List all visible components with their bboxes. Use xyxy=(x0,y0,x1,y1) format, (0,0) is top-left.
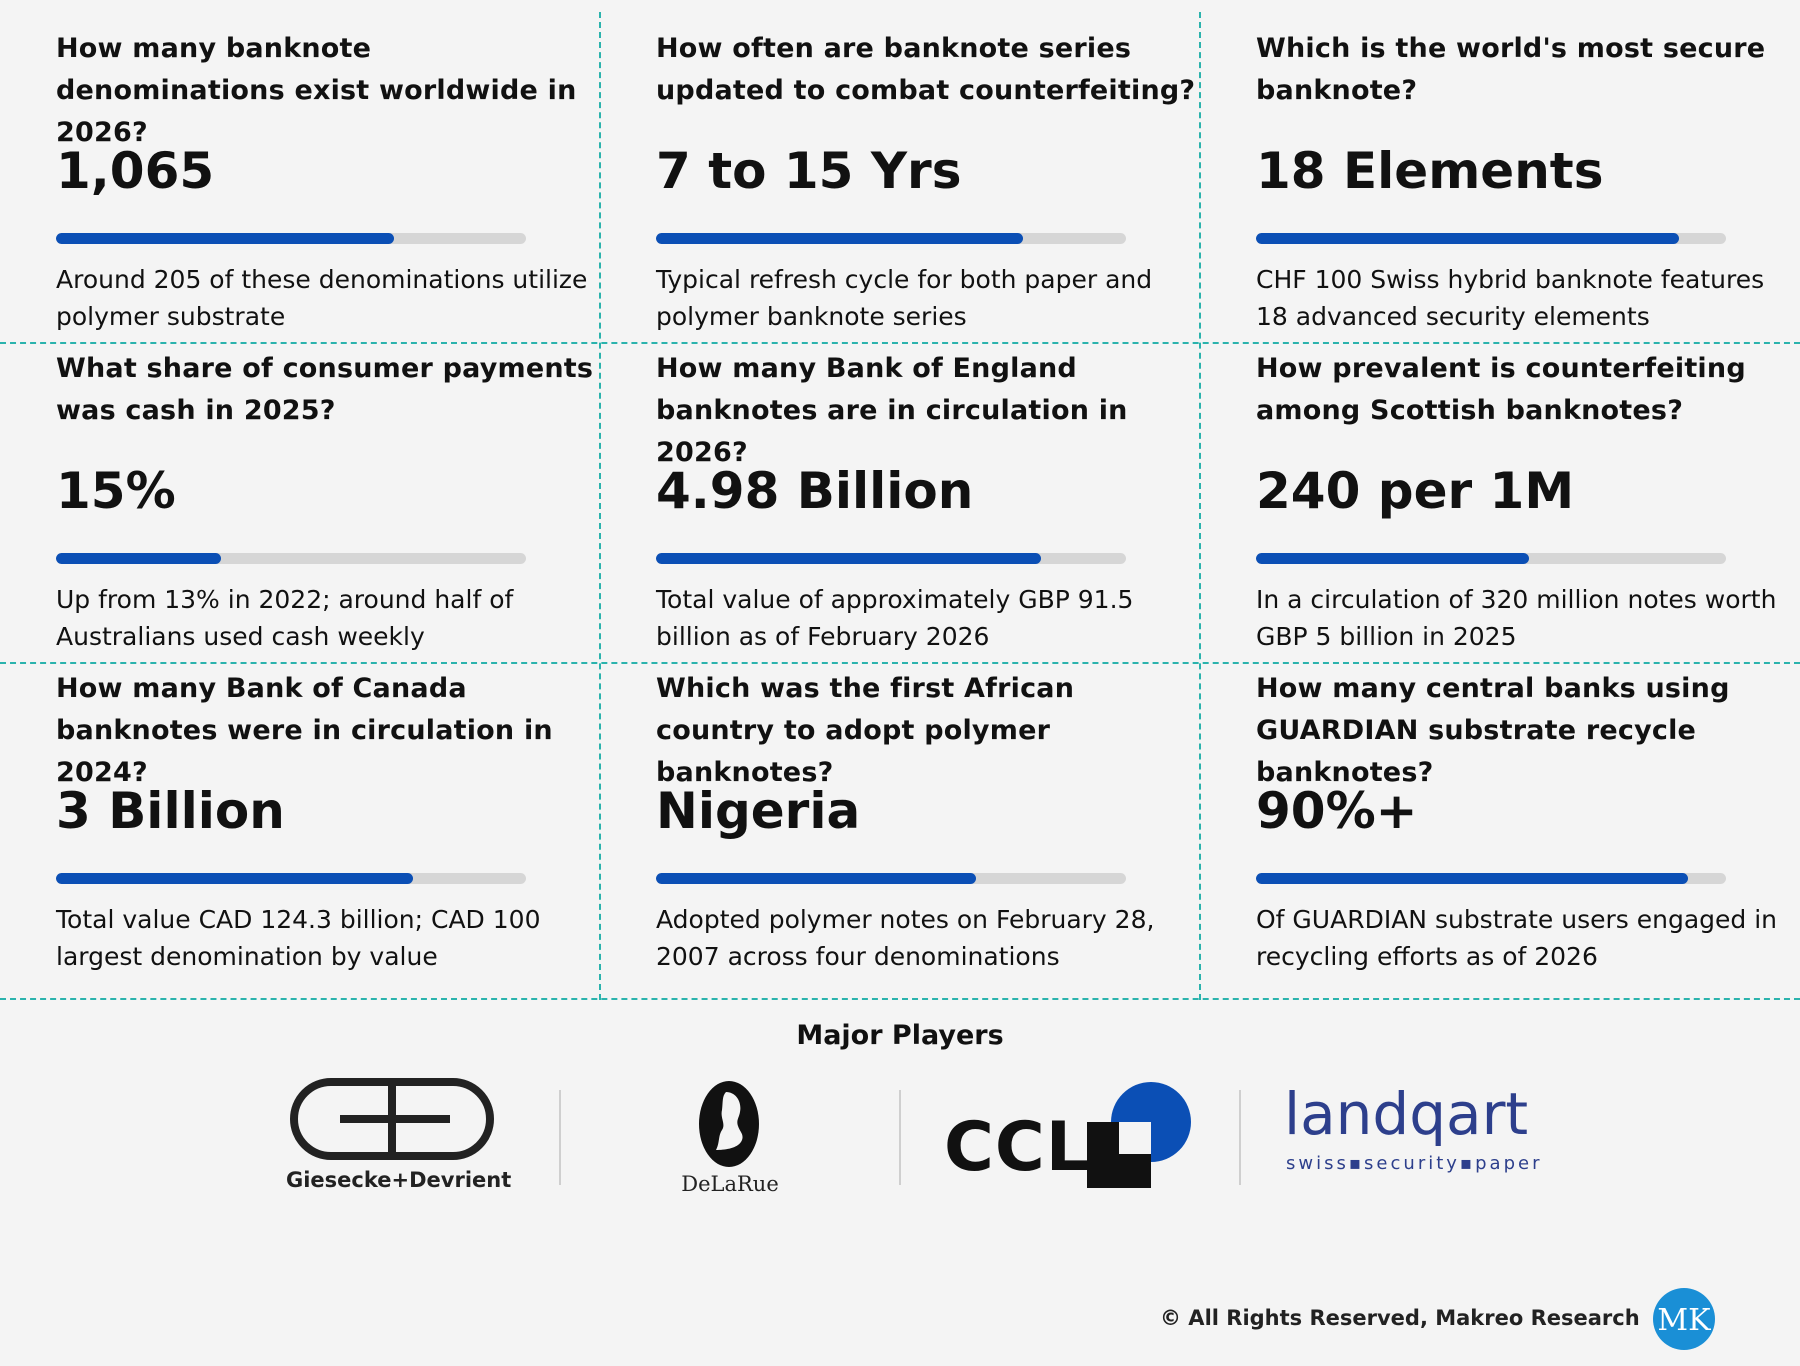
stat-question: Which is the world's most secure banknot… xyxy=(1256,33,1766,106)
stat-bar xyxy=(1256,233,1726,244)
stat-description: Up from 13% in 2022; around half of Aust… xyxy=(56,585,514,651)
stat-question: What share of consumer payments was cash… xyxy=(56,353,594,426)
column-divider xyxy=(599,12,601,1000)
ccl-label: CCL xyxy=(944,1108,1091,1187)
makreo-logo-text: MK xyxy=(1657,1303,1711,1338)
stat-question: Which was the first African country to a… xyxy=(656,673,1075,788)
stat-value: 15% xyxy=(56,462,176,520)
stat-bar-fill xyxy=(656,553,1042,564)
row-divider xyxy=(0,342,1800,344)
stat-value: 3 Billion xyxy=(56,782,285,840)
ccl-logo-icon xyxy=(1087,1082,1191,1188)
players-title: Major Players xyxy=(796,1020,1004,1051)
stat-card: How many central banks using GUARDIAN su… xyxy=(1256,668,1800,971)
stat-question: How often are banknote series updated to… xyxy=(656,33,1196,106)
stat-bar xyxy=(56,233,526,244)
stat-bar-fill xyxy=(56,233,395,244)
stat-card: How many Bank of Canada banknotes were i… xyxy=(56,668,601,971)
stat-bar-fill xyxy=(56,553,221,564)
giesecke-devrient-label: Giesecke+Devrient xyxy=(286,1168,512,1192)
giesecke-devrient-logo-icon xyxy=(290,1078,494,1160)
stat-bar-fill xyxy=(1256,233,1679,244)
stat-bar-fill xyxy=(56,873,414,884)
stat-description: CHF 100 Swiss hybrid banknote features 1… xyxy=(1256,265,1765,331)
stat-value: 7 to 15 Yrs xyxy=(656,142,962,200)
landqart-label: landqart xyxy=(1284,1080,1529,1148)
stat-bar-fill xyxy=(656,233,1023,244)
stat-card: How prevalent is counterfeiting among Sc… xyxy=(1256,348,1800,651)
stat-bar-fill xyxy=(1256,873,1689,884)
stat-bar xyxy=(1256,873,1726,884)
stat-description: Typical refresh cycle for both paper and… xyxy=(656,265,1153,331)
stat-bar xyxy=(656,233,1126,244)
stat-question: How many Bank of England banknotes are i… xyxy=(656,353,1128,468)
copyright-footer: © All Rights Reserved, Makreo Research xyxy=(1160,1306,1640,1330)
stat-question: How many Bank of Canada banknotes were i… xyxy=(56,673,553,788)
stat-description: Total value of approximately GBP 91.5 bi… xyxy=(656,585,1134,651)
stat-description: Adopted polymer notes on February 28, 20… xyxy=(656,905,1155,971)
stat-bar-fill xyxy=(656,873,976,884)
stat-card: How many banknote denominations exist wo… xyxy=(56,28,601,331)
stat-question: How many central banks using GUARDIAN su… xyxy=(1256,673,1730,788)
stat-question: How prevalent is counterfeiting among Sc… xyxy=(1256,353,1746,426)
stat-bar xyxy=(56,553,526,564)
stat-card: Which was the first African country to a… xyxy=(656,668,1201,971)
column-divider xyxy=(1199,12,1201,1000)
logo-separator xyxy=(559,1090,561,1185)
stat-question: How many banknote denominations exist wo… xyxy=(56,33,577,148)
stat-bar xyxy=(56,873,526,884)
stat-card: How often are banknote series updated to… xyxy=(656,28,1201,331)
stat-bar xyxy=(656,553,1126,564)
landqart-tagline: swiss▪security▪paper xyxy=(1286,1153,1543,1174)
stat-card: How many Bank of England banknotes are i… xyxy=(656,348,1201,651)
stat-description: Of GUARDIAN substrate users engaged in r… xyxy=(1256,905,1778,971)
delarue-logo-icon xyxy=(699,1081,759,1167)
logo-separator xyxy=(1239,1090,1241,1185)
stat-card: Which is the world's most secure banknot… xyxy=(1256,28,1800,331)
stat-value: 1,065 xyxy=(56,142,215,200)
stat-bar xyxy=(1256,553,1726,564)
stats-grid xyxy=(0,12,1800,1000)
stat-value: 4.98 Billion xyxy=(656,462,974,520)
row-divider xyxy=(0,662,1800,664)
makreo-logo-icon: MK xyxy=(1653,1288,1715,1350)
stat-bar xyxy=(656,873,1126,884)
stat-value: 240 per 1M xyxy=(1256,462,1575,520)
stat-value: 90%+ xyxy=(1256,782,1418,840)
stat-description: Around 205 of these denominations utiliz… xyxy=(56,265,588,331)
stat-value: Nigeria xyxy=(656,782,861,840)
delarue-label: DeLaRue xyxy=(681,1172,779,1196)
stat-card: What share of consumer payments was cash… xyxy=(56,348,601,651)
stat-bar-fill xyxy=(1256,553,1529,564)
logo-separator xyxy=(899,1090,901,1185)
row-divider xyxy=(0,998,1800,1000)
stat-value: 18 Elements xyxy=(1256,142,1604,200)
stat-description: Total value CAD 124.3 billion; CAD 100 l… xyxy=(56,905,541,971)
stat-description: In a circulation of 320 million notes wo… xyxy=(1256,585,1777,651)
